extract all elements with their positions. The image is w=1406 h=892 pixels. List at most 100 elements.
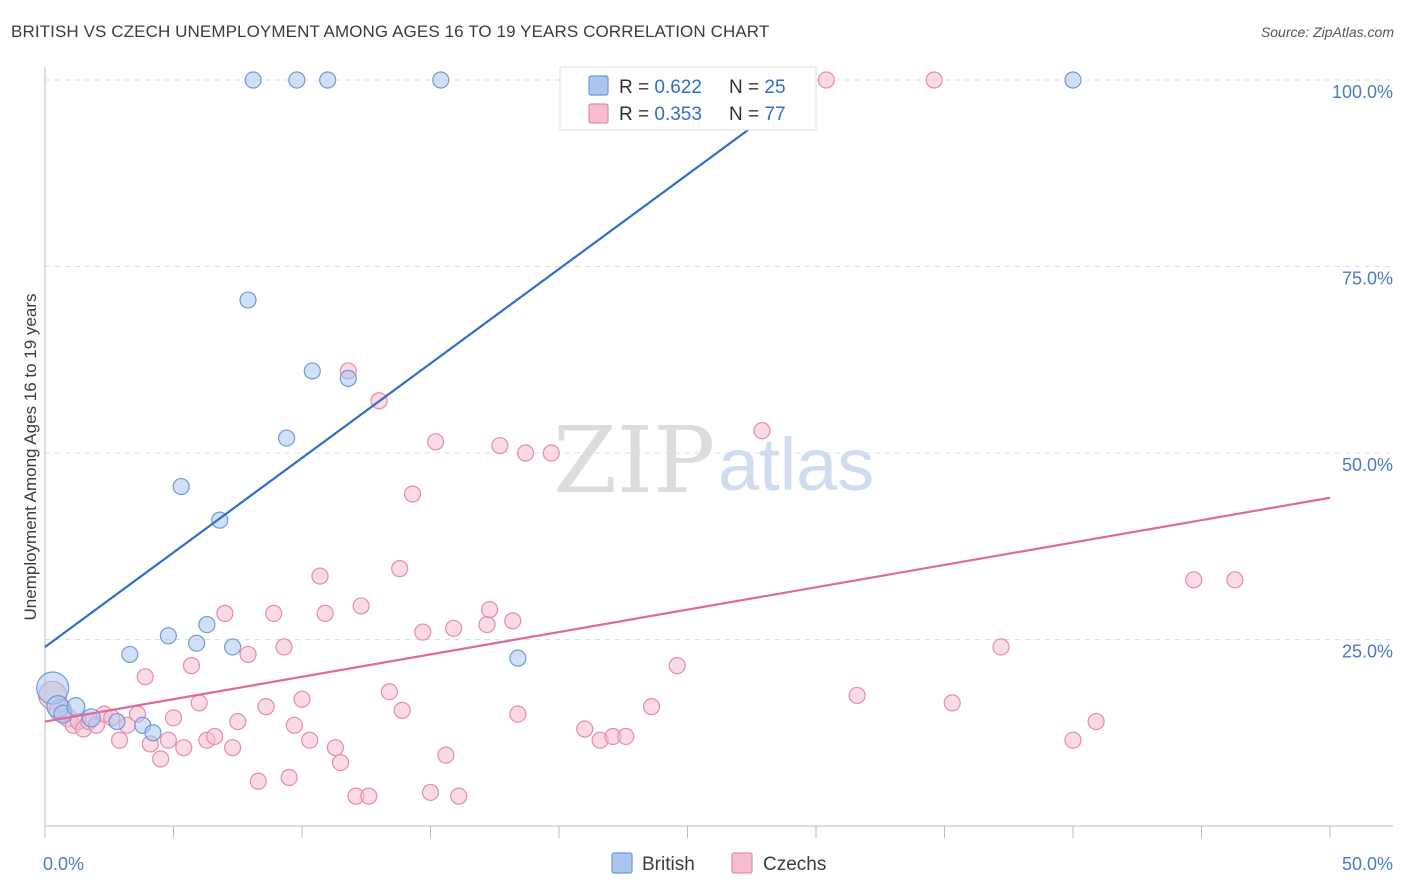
british-point — [66, 697, 86, 717]
legend-n-label: N = — [729, 77, 764, 98]
czech-point — [352, 597, 370, 615]
czech-point — [925, 71, 943, 89]
british-trend-line — [44, 79, 817, 648]
czech-point — [642, 698, 661, 716]
czech-point — [280, 768, 298, 787]
british-point — [172, 477, 190, 496]
british-points — [36, 71, 1082, 742]
czech-point — [504, 612, 522, 630]
czech-point — [229, 712, 247, 731]
british-point — [108, 712, 126, 731]
british-point — [509, 649, 527, 667]
czech-point — [478, 615, 496, 634]
legend-n-value-czech: 77 — [764, 104, 785, 125]
czech-point — [414, 623, 432, 641]
czech-point — [1087, 712, 1105, 731]
czech-point — [159, 731, 177, 749]
series-legend-swatch-czech — [731, 852, 753, 874]
legend-r-value-czech: 0.353 — [654, 104, 702, 125]
czech-point — [285, 716, 303, 734]
czech-point — [509, 705, 527, 723]
british-point — [244, 71, 262, 89]
czech-point — [617, 727, 635, 746]
czech-point — [110, 731, 129, 749]
legend-n-label: N = — [729, 104, 764, 125]
czech-point — [427, 433, 445, 451]
czech-point — [817, 71, 835, 89]
czech-point — [326, 739, 345, 757]
czech-point — [311, 567, 329, 585]
y-tick-label: 25.0% — [1342, 642, 1393, 662]
czech-point — [437, 746, 455, 764]
czech-point — [1226, 571, 1244, 589]
x-tick-label-min: 0.0% — [43, 854, 84, 874]
czech-point — [668, 657, 686, 675]
czech-point — [206, 727, 224, 746]
czech-point — [275, 638, 293, 656]
czech-point — [393, 701, 411, 719]
czech-point — [491, 436, 509, 455]
british-point — [432, 71, 450, 89]
legend-n-value-british: 25 — [764, 77, 785, 98]
czech-point — [316, 604, 334, 622]
czech-point — [943, 694, 961, 712]
british-point — [303, 362, 321, 380]
czech-point — [216, 604, 234, 622]
czech-point — [445, 619, 463, 637]
czech-point — [516, 444, 535, 462]
series-legend-swatch-british — [611, 852, 633, 874]
czech-point — [224, 739, 242, 757]
british-point — [144, 724, 162, 742]
watermark-zip: ZIP — [553, 407, 715, 514]
x-tick-marks — [44, 826, 1331, 838]
y-tick-label: 50.0% — [1342, 455, 1393, 475]
czech-point — [175, 739, 193, 757]
series-legend: British Czechs — [611, 852, 826, 875]
czech-point — [576, 720, 594, 738]
czech-point — [753, 422, 771, 440]
czech-point — [265, 604, 283, 622]
czech-point — [190, 694, 208, 712]
czech-point — [380, 683, 398, 701]
czech-point — [403, 485, 422, 503]
legend-r-label: R = — [619, 77, 654, 98]
czech-point — [136, 668, 154, 686]
czech-trend-line — [44, 496, 1331, 723]
czech-point — [481, 601, 499, 619]
czech-point — [1185, 571, 1203, 589]
legend-row-czech: R = 0.353 N = 77 — [619, 104, 786, 125]
czech-point — [249, 772, 267, 790]
czech-point — [257, 698, 275, 716]
legend-swatch-british — [588, 75, 609, 96]
czech-point — [301, 731, 319, 749]
x-tick-label-max: 50.0% — [1342, 854, 1393, 874]
stats-legend: R = 0.622 N = 25 R = 0.353 N = 77 — [559, 66, 817, 131]
legend-row-british: R = 0.622 N = 25 — [619, 77, 786, 98]
y-axis-title: Unemployment Among Ages 16 to 19 years — [21, 294, 40, 621]
czech-point — [1064, 731, 1082, 749]
legend-r-value-british: 0.622 — [654, 77, 702, 98]
czech-point — [164, 709, 183, 727]
czech-point — [391, 560, 409, 578]
czech-point — [239, 645, 257, 664]
czech-point — [331, 753, 350, 772]
y-tick-label: 75.0% — [1342, 269, 1393, 289]
british-point — [288, 71, 306, 89]
british-point — [121, 645, 139, 664]
british-point — [159, 627, 177, 645]
british-point — [339, 369, 357, 387]
series-legend-label-british: British — [642, 854, 695, 875]
czech-point — [182, 657, 201, 675]
british-point — [319, 71, 337, 89]
czech-point — [848, 686, 866, 705]
british-point — [198, 615, 216, 634]
british-point — [188, 634, 206, 652]
series-legend-label-czech: Czechs — [763, 854, 826, 875]
trend-lines — [44, 79, 1331, 723]
czech-point — [992, 638, 1010, 656]
british-point — [1064, 71, 1082, 89]
czech-point — [450, 787, 468, 805]
watermark-atlas: atlas — [718, 423, 874, 506]
legend-r-label: R = — [619, 104, 654, 125]
